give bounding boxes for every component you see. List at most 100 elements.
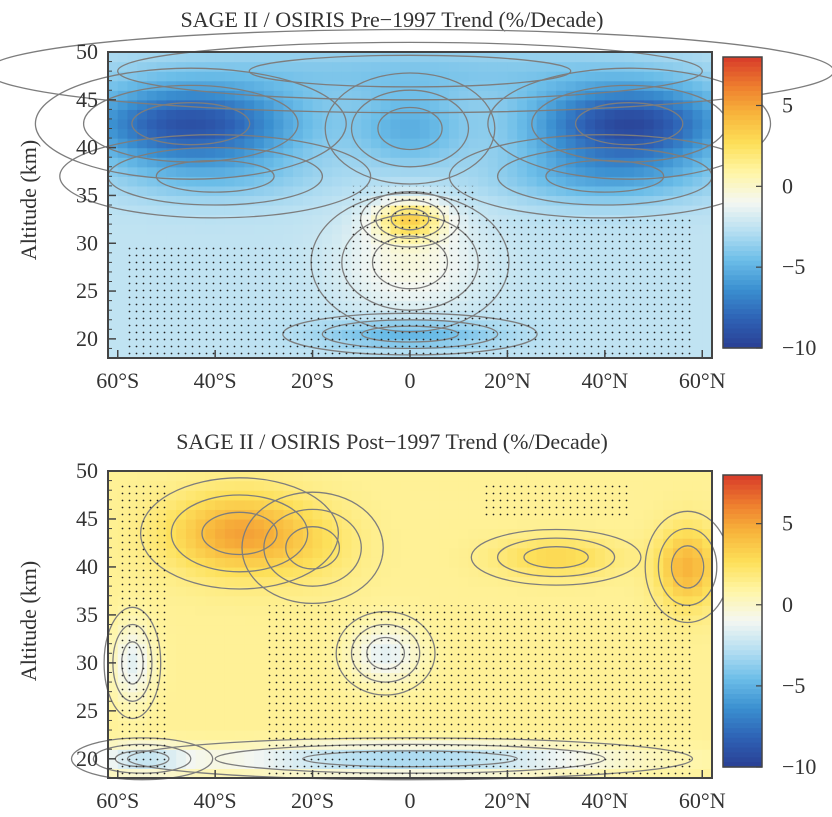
heatmap-cell (380, 61, 392, 72)
heatmap-cell (410, 52, 421, 63)
heatmap-cell (108, 109, 119, 120)
heatmap-cell (575, 576, 586, 587)
heatmap-cell (575, 99, 586, 110)
heatmap-cell (702, 480, 713, 491)
heatmap-cell (663, 118, 674, 130)
heatmap-cell (595, 205, 606, 216)
heatmap-cell (361, 138, 372, 149)
heatmap-cell (692, 624, 703, 635)
heatmap-cell (546, 528, 557, 539)
heatmap-cell (604, 90, 616, 101)
heatmap-cell (244, 662, 255, 674)
heatmap-cell (205, 176, 216, 187)
heatmap-cell (293, 586, 304, 597)
heatmap-cell (244, 672, 255, 683)
colorbar-swatch (723, 586, 762, 593)
heatmap-cell (254, 547, 265, 558)
heatmap-cell (702, 109, 713, 120)
heatmap-cell (224, 499, 236, 510)
heatmap-cell (371, 176, 382, 187)
heatmap-cell (263, 471, 275, 482)
heatmap-cell (195, 557, 207, 568)
colorbar-swatch (723, 149, 762, 155)
heatmap-cell (410, 557, 421, 568)
colorbar-swatch (723, 664, 762, 671)
heatmap-cell (312, 480, 323, 491)
heatmap-cell (448, 61, 460, 72)
heatmap-cell (195, 547, 207, 558)
heatmap-cell (215, 52, 226, 63)
heatmap-cell (263, 52, 275, 63)
heatmap-cell (146, 99, 158, 110)
heatmap-cell (585, 109, 596, 120)
heatmap-cell (634, 176, 645, 187)
heatmap-cell (195, 147, 207, 158)
colorbar-swatch (723, 251, 762, 257)
heatmap-cell (400, 157, 411, 168)
heatmap-cell (244, 214, 255, 225)
heatmap-cell (507, 595, 518, 606)
heatmap-cell (682, 195, 694, 206)
colorbar-tick-label: 5 (782, 511, 793, 536)
heatmap-cell (195, 566, 207, 578)
heatmap-cell (439, 80, 450, 91)
colorbar-swatch (723, 562, 762, 569)
heatmap-cell (195, 509, 207, 520)
colorbar-swatch (723, 134, 762, 141)
colorbar-swatch (723, 333, 762, 339)
heatmap-cell (361, 99, 372, 110)
heatmap-cell (244, 634, 255, 645)
heatmap-cell (273, 214, 284, 225)
heatmap-cell (244, 691, 255, 702)
heatmap-cell (312, 499, 323, 510)
heatmap-cell (624, 90, 635, 101)
heatmap-cell (371, 128, 382, 139)
heatmap-cell (127, 224, 138, 235)
heatmap-cell (127, 52, 138, 63)
heatmap-cell (302, 576, 314, 587)
heatmap-cell (682, 157, 694, 168)
heatmap-cell (536, 61, 547, 72)
colorbar-swatch (723, 309, 762, 315)
heatmap-cell (332, 205, 343, 216)
heatmap-cell (351, 118, 362, 130)
heatmap-cell (205, 147, 216, 158)
heatmap-cell (410, 176, 421, 187)
heatmap-cell (702, 80, 713, 91)
heatmap-cell (234, 518, 245, 530)
heatmap-cell (692, 749, 703, 760)
heatmap-cell (185, 109, 197, 120)
heatmap-cell (322, 128, 333, 139)
heatmap-cell (244, 176, 255, 187)
heatmap-cell (322, 71, 333, 82)
heatmap-cell (546, 547, 557, 558)
heatmap-cell (575, 80, 586, 91)
heatmap-cell (390, 595, 401, 606)
heatmap-cell (614, 118, 625, 130)
heatmap-cell (497, 566, 509, 578)
heatmap-cell (244, 518, 255, 530)
heatmap-cell (595, 566, 606, 578)
heatmap-cell (361, 566, 372, 578)
heatmap-cell (458, 157, 470, 168)
heatmap-cell (458, 480, 470, 491)
heatmap-cell (224, 176, 236, 187)
heatmap-cell (390, 528, 401, 539)
heatmap-cell (195, 490, 207, 501)
heatmap-cell (371, 71, 382, 82)
heatmap-cell (673, 176, 684, 187)
heatmap-cell (185, 605, 197, 616)
heatmap-cell (585, 538, 596, 549)
heatmap-cell (526, 195, 538, 206)
heatmap-cell (195, 538, 207, 549)
y-tick-label: 50 (76, 39, 98, 64)
heatmap-cell (166, 205, 177, 216)
heatmap-cell (468, 118, 479, 130)
heatmap-cell (692, 109, 703, 120)
heatmap-cell (692, 348, 703, 359)
heatmap-cell (653, 71, 664, 82)
heatmap-cell (565, 518, 577, 530)
heatmap-cell (419, 80, 431, 91)
heatmap-cell (224, 109, 236, 120)
heatmap-cell (361, 176, 372, 187)
